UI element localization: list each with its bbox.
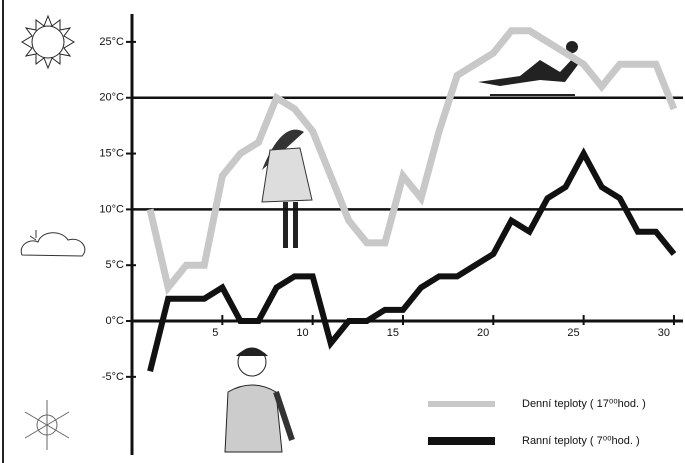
series-line — [150, 31, 674, 288]
y-tick-label: 25°C — [99, 36, 124, 48]
legend-label: Denní teploty ( 17⁰⁰hod. ) — [522, 398, 646, 410]
plot-area: -5°C 0°C 5°C 10°C 15°C 20°C 25°C 5 10 15 20 25 30 — [99, 14, 683, 455]
x-tick-label: 20 — [477, 327, 489, 339]
x-tick-label: 25 — [567, 327, 579, 339]
y-tick-label: 0°C — [106, 315, 125, 327]
x-tick-label: 30 — [658, 327, 670, 339]
y-tick-label: 10°C — [99, 203, 124, 215]
umbrella-person-illustration — [262, 130, 312, 248]
x-tick-label: 5 — [212, 327, 218, 339]
chart: -5°C 0°C 5°C 10°C 15°C 20°C 25°C 5 10 15 20 25 30 De… — [0, 0, 685, 463]
y-tick-label: 5°C — [106, 259, 125, 271]
x-tick-label: 10 — [296, 327, 308, 339]
x-tick-label: 15 — [387, 327, 399, 339]
cold-person-illustration — [225, 348, 292, 452]
cloud-icon — [21, 230, 85, 256]
snowflake-icon — [25, 400, 69, 450]
legend-label: Ranní teploty ( 7⁰⁰hod. ) — [522, 435, 640, 447]
sun-icon — [22, 16, 74, 68]
y-tick-label: 20°C — [99, 92, 124, 104]
y-tick-label: -5°C — [102, 371, 124, 383]
y-tick-label: 15°C — [99, 147, 124, 159]
legend: Denní teploty ( 17⁰⁰hod. ) Ranní teploty … — [428, 398, 646, 447]
